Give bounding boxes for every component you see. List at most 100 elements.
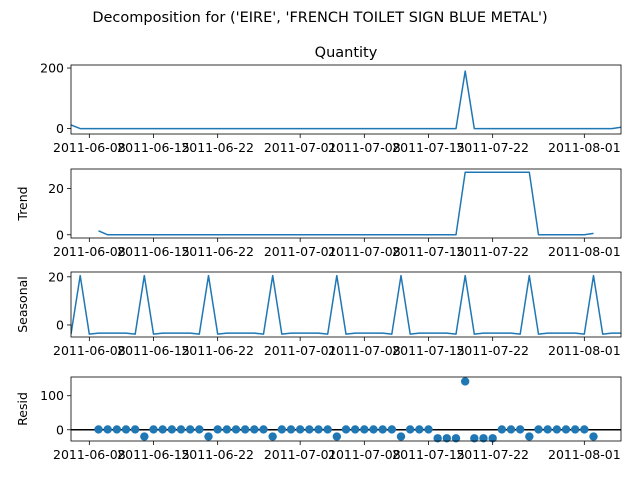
data-point [589, 432, 598, 441]
x-tick-label: 2011-08-01 [548, 140, 621, 155]
y-tick-label: 200 [40, 61, 64, 76]
axes-frame [70, 376, 622, 442]
x-tick-label: 2011-06-22 [181, 447, 254, 462]
x-tick-label: 2011-07-08 [328, 244, 401, 259]
y-axis-label: Seasonal [15, 276, 30, 333]
data-point [506, 425, 516, 434]
x-tick-label: 2011-07-01 [264, 343, 337, 358]
data-point [195, 425, 204, 434]
data-point [121, 425, 131, 434]
data-point [387, 425, 397, 434]
data-point [176, 425, 186, 434]
x-tick-label: 2011-08-01 [548, 447, 621, 462]
data-point [140, 432, 149, 441]
data-point [415, 425, 424, 434]
data-point [433, 434, 442, 443]
data-point [405, 425, 415, 434]
series-line [71, 70, 621, 130]
x-tick-label: 2011-06-08 [53, 244, 126, 259]
data-point [580, 425, 589, 434]
x-tick-label: 2011-07-01 [264, 140, 337, 155]
data-point [259, 425, 268, 434]
data-point [277, 425, 287, 434]
data-point [479, 434, 488, 443]
data-point [470, 434, 479, 443]
data-point [396, 432, 406, 441]
y-tick-label: 20 [48, 269, 64, 284]
data-point [570, 425, 580, 434]
x-tick-label: 2011-07-01 [264, 244, 337, 259]
panel-observed: Quantity 0 200 2011-06-082011-06-152011-06… [40, 45, 622, 155]
data-point [561, 425, 571, 434]
data-point [103, 425, 112, 434]
data-point [360, 425, 369, 434]
data-point [451, 434, 461, 443]
data-point [369, 425, 378, 434]
axes-frame [70, 64, 622, 135]
y-axis-label: Resid [15, 392, 30, 426]
data-point [534, 425, 543, 434]
y-tick-label: 20 [48, 181, 64, 196]
x-tick-label: 2011-07-01 [264, 447, 337, 462]
data-point [149, 425, 158, 434]
y-tick-label: 0 [56, 317, 64, 332]
data-point [515, 425, 525, 434]
data-point [167, 425, 177, 434]
x-tick-label: 2011-07-22 [456, 140, 529, 155]
data-point [112, 425, 122, 434]
x-tick-label: 2011-07-22 [456, 447, 529, 462]
data-point [286, 425, 296, 434]
series-line [98, 171, 594, 236]
data-point [460, 377, 470, 386]
data-point [378, 425, 387, 434]
x-tick-label: 2011-07-15 [392, 140, 465, 155]
x-tick-label: 2011-06-22 [181, 140, 254, 155]
data-point [525, 432, 534, 441]
data-point [268, 432, 277, 441]
data-point [424, 425, 433, 434]
x-tick-label: 2011-08-01 [548, 244, 621, 259]
data-point [185, 425, 195, 434]
figure-suptitle: Decomposition for ('EIRE', 'FRENCH TOILE… [92, 10, 547, 26]
data-point [332, 432, 342, 441]
data-point [130, 425, 140, 434]
y-tick-label: 0 [56, 227, 64, 242]
data-point [250, 425, 259, 434]
data-point [497, 425, 507, 434]
x-tick-label: 2011-06-15 [117, 343, 190, 358]
data-point [552, 425, 562, 434]
data-point [341, 425, 351, 434]
x-tick-label: 2011-06-08 [53, 343, 126, 358]
data-point [231, 425, 241, 434]
x-tick-label: 2011-06-15 [117, 244, 190, 259]
data-point [442, 434, 452, 443]
panel-title: Quantity [315, 45, 378, 61]
x-tick-label: 2011-07-22 [456, 244, 529, 259]
data-point [488, 434, 497, 443]
data-point [222, 425, 232, 434]
data-point [94, 425, 103, 434]
axes-frame [70, 271, 622, 338]
data-point [350, 425, 360, 434]
x-tick-label: 2011-08-01 [548, 343, 621, 358]
x-tick-label: 2011-06-15 [117, 447, 190, 462]
x-tick-label: 2011-06-08 [53, 447, 126, 462]
y-tick-label: 0 [56, 422, 64, 437]
y-axis-label: Trend [15, 186, 30, 221]
y-tick-label: 100 [40, 388, 64, 403]
x-tick-label: 2011-07-15 [392, 343, 465, 358]
data-point [295, 425, 305, 434]
axes-frame [70, 168, 622, 239]
data-point [204, 432, 213, 441]
series-line [71, 274, 621, 335]
data-point [314, 425, 323, 434]
data-point [213, 425, 222, 434]
x-tick-label: 2011-07-15 [392, 244, 465, 259]
x-tick-label: 2011-07-08 [328, 343, 401, 358]
x-tick-label: 2011-07-08 [328, 140, 401, 155]
data-point [305, 425, 314, 434]
